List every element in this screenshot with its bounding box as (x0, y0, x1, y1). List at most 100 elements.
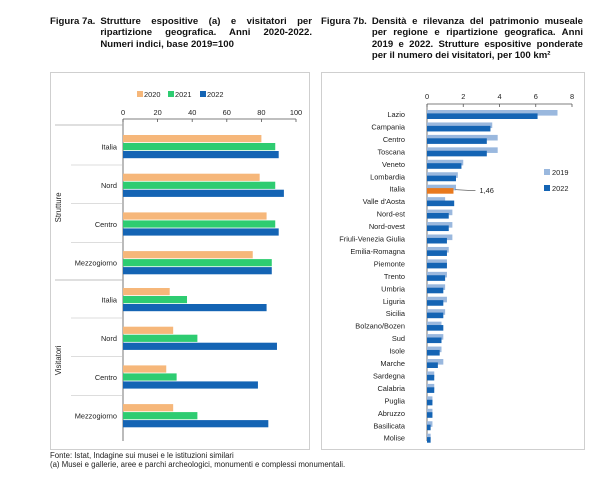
group-label-strutture: Strutture (54, 192, 63, 222)
category-label: Nord-ovest (369, 222, 405, 231)
bar-strutture-nord-2021 (123, 181, 276, 189)
group-label-visitatori: Visitatori (54, 345, 63, 375)
category-label: Sud (392, 334, 405, 343)
x-tick-label: 2 (461, 92, 465, 101)
bar-basilicata-2019 (427, 421, 433, 427)
category-label: Centro (95, 373, 117, 382)
category-label: Nord (101, 334, 117, 343)
legend-label-2019: 2019 (552, 168, 568, 177)
bar-visitatori-centro-2020 (123, 365, 167, 373)
legend-label-2022: 2022 (552, 184, 568, 193)
annotation-leader (455, 189, 476, 191)
bar-friuli-venezia-giulia-2022 (427, 237, 447, 244)
category-label: Mezzogiorno (75, 412, 117, 421)
category-label: Valle d'Aosta (363, 197, 406, 206)
x-tick-label: 100 (290, 108, 302, 117)
bar-nord-ovest-2022 (427, 225, 449, 232)
bar-toscana-2022 (427, 150, 487, 157)
bar-emilia-romagna-2022 (427, 250, 447, 256)
bar-veneto-2019 (427, 159, 464, 166)
figure-7a-title: Strutture espositive (a) e visitatori pe… (100, 16, 312, 50)
figure-7a-chart: 2020 2021 2022 0 20 40 60 80 100 Strutture Italia N… (54, 90, 302, 441)
bar-sicilia-2022 (427, 312, 444, 319)
bar-calabria-2022 (427, 387, 435, 393)
bar-marche-2019 (427, 359, 444, 365)
category-label: Italia (101, 296, 118, 305)
bar-visitatori-nord-2021 (123, 334, 198, 342)
bar-liguria-2022 (427, 300, 444, 306)
category-label: Puglia (384, 396, 405, 405)
bar-visitatori-centro-2021 (123, 373, 177, 381)
bar-strutture-mezzogiorno-2021 (123, 259, 272, 267)
legend-swatch-2019 (544, 169, 550, 175)
bar-campania-2022 (427, 125, 491, 132)
bar-puglia-2022 (427, 399, 433, 406)
x-tick-label: 0 (425, 92, 429, 101)
bar-calabria-2019 (427, 383, 435, 390)
category-label: Toscana (377, 147, 405, 156)
bar-puglia-2019 (427, 396, 433, 402)
bar-basilicata-2022 (427, 424, 431, 431)
category-label: Liguria (383, 297, 406, 306)
bar-nord-est-2022 (427, 213, 449, 219)
bar-strutture-italia-2021 (123, 143, 276, 151)
figure-7b-header: Figura 7b. Densità e rilevanza del patri… (321, 16, 583, 62)
category-label: Centro (95, 220, 117, 229)
category-label: Piemonte (374, 259, 405, 268)
x-tick-label: 8 (570, 92, 574, 101)
bar-umbria-2022 (427, 287, 444, 294)
figure-7b-chart: 0 2 4 6 8 Lazio Campania Centro Toscana Veneto Lom… (339, 92, 574, 443)
bar-sud-2022 (427, 337, 442, 344)
x-tick-label: 60 (223, 108, 231, 117)
figure-7a-panel: 2020 2021 2022 0 20 40 60 80 100 Strutture Italia N… (50, 72, 310, 450)
legend-swatch-2022 (544, 185, 550, 191)
x-tick-label: 6 (534, 92, 538, 101)
category-label: Umbria (381, 284, 406, 293)
bar-abruzzo-2022 (427, 412, 433, 418)
bar-nord-ovest-2019 (427, 222, 453, 228)
bar-visitatori-mezzogiorno-2022 (123, 420, 269, 428)
bar-bolzano-bozen-2022 (427, 325, 444, 331)
bar-marche-2022 (427, 362, 438, 368)
bar-strutture-mezzogiorno-2022 (123, 267, 272, 275)
figure-7b-title: Densità e rilevanza del patrimonio musea… (371, 16, 583, 62)
figure-7b-label: Figura 7b. (321, 16, 367, 27)
category-label: Emilia-Romagna (350, 247, 406, 256)
bar-strutture-italia-2022 (123, 151, 279, 159)
legend-label-2022: 2022 (207, 90, 223, 99)
x-tick-label: 40 (188, 108, 196, 117)
bar-visitatori-nord-2020 (123, 326, 174, 334)
bar-bolzano-bozen-2019 (427, 321, 442, 328)
bar-trento-2019 (427, 271, 447, 278)
bar-visitatori-centro-2022 (123, 381, 258, 389)
bar-sardegna-2022 (427, 374, 435, 381)
bar-piemonte-2019 (427, 259, 447, 265)
category-label: Basilicata (373, 421, 406, 430)
category-label: Sicilia (386, 309, 406, 318)
category-label: Friuli-Venezia Giulia (339, 235, 406, 244)
figure-7a-header: Figura 7a. Strutture espositive (a) e vi… (50, 16, 312, 50)
category-label: Nord (101, 181, 117, 190)
category-label: Lombardia (370, 172, 406, 181)
footnote: (a) Musei e gallerie, aree e parchi arch… (50, 460, 346, 469)
bar-isole-2019 (427, 346, 442, 353)
bar-abruzzo-2019 (427, 408, 433, 415)
category-label: Calabria (377, 384, 405, 393)
bar-sicilia-2019 (427, 309, 446, 315)
bar-toscana-2019 (427, 147, 498, 153)
x-tick-label: 80 (257, 108, 265, 117)
bar-strutture-nord-2020 (123, 173, 260, 181)
category-label: Trento (384, 272, 405, 281)
category-label: Bolzano/Bozen (355, 322, 405, 331)
category-label: Nord-est (377, 210, 405, 219)
bar-visitatori-italia-2022 (123, 304, 267, 312)
bar-campania-2019 (427, 122, 493, 129)
bar-valle-d-aosta-2022 (427, 200, 455, 207)
figure-7b-panel: 0 2 4 6 8 Lazio Campania Centro Toscana Veneto Lom… (321, 72, 585, 450)
legend-label-2020: 2020 (144, 90, 160, 99)
bar-italia-2019 (427, 184, 456, 191)
bar-umbria-2019 (427, 284, 446, 290)
legend-swatch-2021 (168, 91, 174, 97)
figure-7a-label: Figura 7a. (50, 16, 96, 27)
bar-valle-d-aosta-2019 (427, 197, 446, 203)
